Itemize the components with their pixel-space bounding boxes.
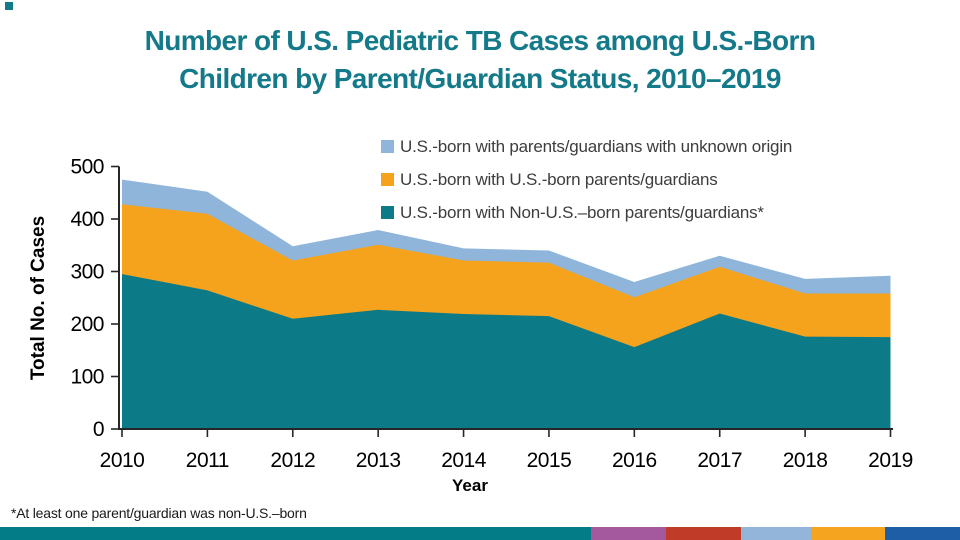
corner-accent-square — [5, 2, 13, 10]
x-tick-label: 2010 — [100, 449, 145, 472]
footer-bar-segment-purple — [591, 527, 666, 540]
footer-bar-segment-blue — [885, 527, 960, 540]
footer-bar-segment-orange — [811, 527, 885, 540]
legend-label: U.S.-born with parents/guardians with un… — [400, 136, 793, 156]
footer-bar-segment-light-blue — [741, 527, 811, 540]
legend-swatch-icon — [381, 173, 394, 186]
area-series-0 — [122, 274, 891, 429]
legend-item: U.S.-born with U.S.-born parents/guardia… — [381, 163, 792, 196]
footer-color-bar — [0, 527, 960, 540]
x-tick-label: 2017 — [697, 449, 742, 472]
y-tick-label: 0 — [93, 418, 104, 441]
legend-swatch-icon — [381, 140, 394, 153]
x-tick-label: 2019 — [868, 449, 913, 472]
y-axis-title: Total No. of Cases — [28, 216, 49, 380]
footer-bar-segment-teal — [0, 527, 591, 540]
x-tick-label: 2011 — [186, 449, 229, 472]
x-tick-label: 2018 — [783, 449, 828, 472]
footnote: *At least one parent/guardian was non-U.… — [11, 505, 307, 521]
legend-swatch-icon — [381, 206, 394, 219]
slide-title-line1: Number of U.S. Pediatric TB Cases among … — [144, 25, 816, 56]
x-tick-label: 2014 — [441, 449, 487, 472]
legend-label: U.S.-born with U.S.-born parents/guardia… — [400, 169, 718, 189]
y-tick-label: 200 — [70, 313, 104, 336]
chart-legend: U.S.-born with parents/guardians with un… — [381, 130, 792, 229]
x-tick-label: 2013 — [356, 449, 401, 472]
legend-item: U.S.-born with parents/guardians with un… — [381, 130, 792, 163]
y-tick-label: 500 — [70, 156, 104, 179]
x-tick-label: 2016 — [612, 449, 657, 472]
x-tick-label: 2012 — [270, 449, 315, 472]
legend-label: U.S.-born with Non-U.S.–born parents/gua… — [400, 202, 764, 222]
legend-item: U.S.-born with Non-U.S.–born parents/gua… — [381, 196, 792, 229]
y-tick-label: 100 — [70, 366, 104, 389]
y-tick-label: 400 — [70, 208, 104, 231]
slide-title-line2: Children by Parent/Guardian Status, 2010… — [179, 63, 781, 94]
x-tick-label: 2015 — [527, 449, 572, 472]
y-tick-label: 300 — [70, 261, 104, 284]
slide-title: Number of U.S. Pediatric TB Cases among … — [0, 22, 960, 98]
footer-bar-segment-red — [666, 527, 741, 540]
x-axis-title: Year — [452, 476, 488, 495]
